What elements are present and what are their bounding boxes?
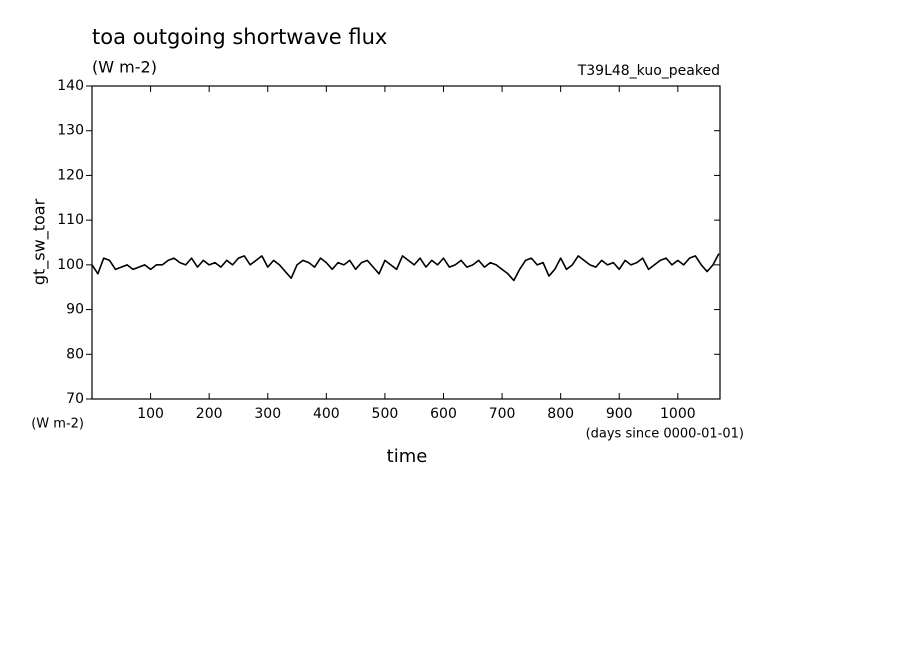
plot-frame — [91, 85, 721, 400]
x-axis-label: time — [387, 446, 428, 467]
y-tick-label: 100 — [57, 257, 84, 273]
y-unit: (W m-2) — [31, 417, 84, 432]
x-tick-label: 400 — [313, 406, 340, 422]
x-tick-label: 800 — [547, 406, 574, 422]
y-axis-label: gt_sw_toar — [30, 198, 50, 285]
x-unit: (days since 0000-01-01) — [586, 427, 744, 442]
y-tick-label: 120 — [57, 167, 84, 183]
y-tick-label: 140 — [57, 78, 84, 94]
x-tick-label: 900 — [606, 406, 633, 422]
x-tick-label: 700 — [489, 406, 516, 422]
x-tick-label: 600 — [430, 406, 457, 422]
x-tick-label: 100 — [137, 406, 164, 422]
chart-title: toa outgoing shortwave flux — [92, 25, 387, 49]
y-tick-label: 110 — [57, 212, 84, 228]
x-tick-label: 500 — [372, 406, 399, 422]
x-tick-label: 1000 — [660, 406, 696, 422]
y-tick-label: 130 — [57, 123, 84, 139]
data-line — [91, 253, 720, 282]
annotation: T39L48_kuo_peaked — [577, 63, 720, 79]
subtitle: (W m-2) — [92, 58, 157, 77]
x-tick-label: 300 — [254, 406, 281, 422]
y-tick-label: 80 — [66, 346, 84, 362]
y-tick-label: 90 — [66, 302, 84, 318]
y-tick-label: 70 — [66, 391, 84, 407]
x-tick-label: 200 — [196, 406, 223, 422]
